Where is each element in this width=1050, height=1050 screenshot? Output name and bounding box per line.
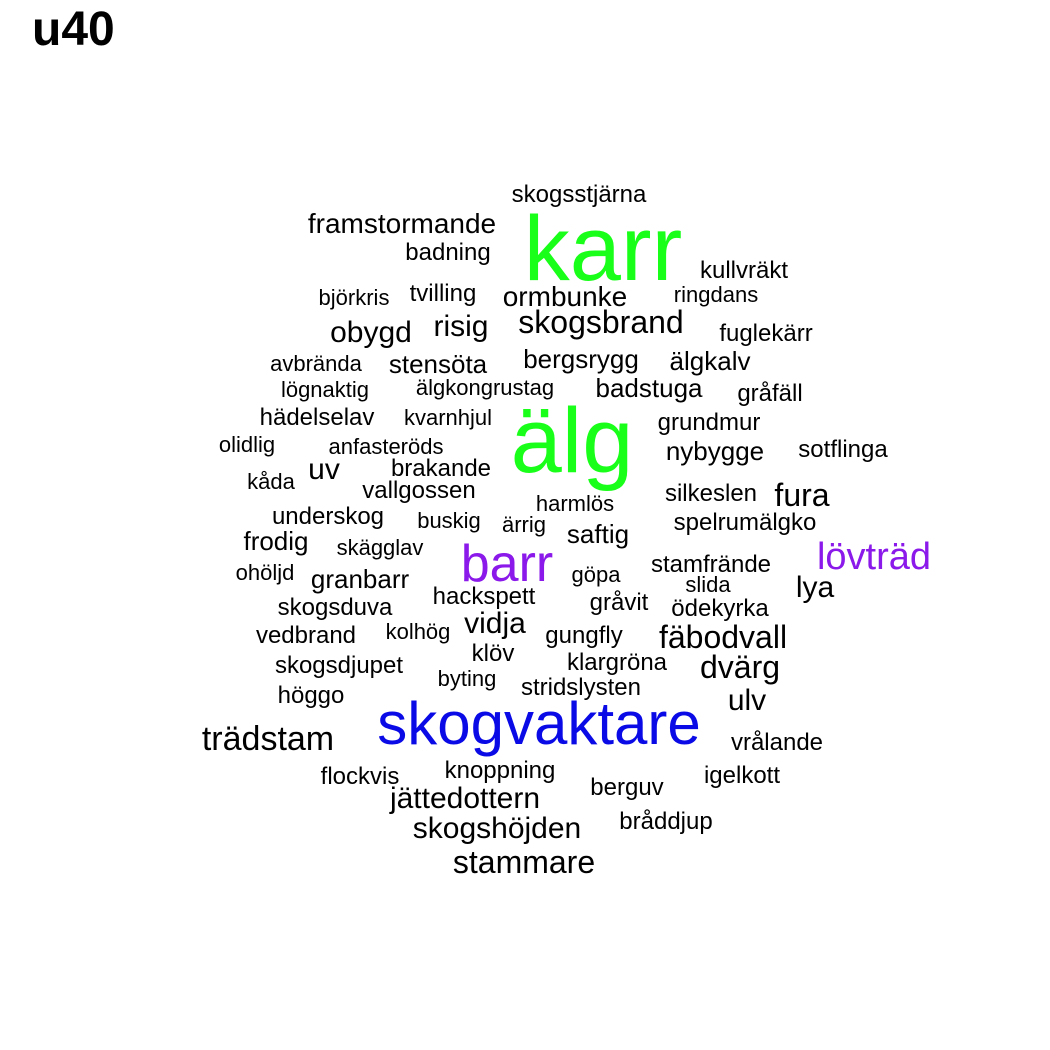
word-barr: barr bbox=[461, 535, 553, 593]
word-björkris: björkris bbox=[319, 285, 390, 310]
word-stammare: stammare bbox=[453, 844, 595, 880]
chart-title: u40 bbox=[32, 3, 115, 56]
word-vedbrand: vedbrand bbox=[256, 622, 356, 649]
word-flockvis: flockvis bbox=[321, 763, 400, 790]
word-harmlös: harmlös bbox=[536, 491, 614, 516]
word-berguv: berguv bbox=[590, 774, 663, 801]
word-ormbunke: ormbunke bbox=[503, 281, 628, 312]
word-stamfrände: stamfrände bbox=[651, 551, 771, 578]
word-vallgossen: vallgossen bbox=[362, 477, 475, 504]
word-fäbodvall: fäbodvall bbox=[659, 619, 787, 655]
word-kolhög: kolhög bbox=[386, 619, 451, 644]
word-gråfäll: gråfäll bbox=[737, 380, 802, 407]
word-skogsduva: skogsduva bbox=[278, 594, 393, 621]
word-stridslysten: stridslysten bbox=[521, 674, 641, 701]
word-saftig: saftig bbox=[567, 519, 629, 549]
word-kullvräkt: kullvräkt bbox=[700, 257, 788, 284]
word-skägglav: skägglav bbox=[337, 535, 424, 560]
word-avbrända: avbrända bbox=[270, 351, 363, 376]
word-kvarnhjul: kvarnhjul bbox=[404, 405, 492, 430]
word-bergsrygg: bergsrygg bbox=[523, 344, 639, 374]
word-gungfly: gungfly bbox=[545, 622, 622, 649]
word-lögnaktig: lögnaktig bbox=[281, 377, 369, 402]
word-silkeslen: silkeslen bbox=[665, 480, 757, 507]
word-olidlig: olidlig bbox=[219, 432, 275, 457]
word-trädstam: trädstam bbox=[202, 720, 334, 758]
word-skogsstjärna: skogsstjärna bbox=[512, 181, 647, 208]
word-badning: badning bbox=[405, 239, 490, 266]
word-badstuga: badstuga bbox=[596, 373, 704, 403]
word-fura: fura bbox=[774, 477, 829, 513]
word-skogvaktare: skogvaktare bbox=[377, 690, 701, 757]
word-nybygge: nybygge bbox=[666, 436, 764, 466]
word-klargröna: klargröna bbox=[567, 649, 668, 676]
word-ulv: ulv bbox=[728, 684, 766, 717]
word-höggo: höggo bbox=[278, 682, 345, 709]
word-klöv: klöv bbox=[472, 640, 515, 667]
word-älg: älg bbox=[511, 390, 634, 492]
word-älgkongrustag: älgkongrustag bbox=[416, 375, 554, 400]
word-karr: karr bbox=[524, 198, 682, 300]
word-byting: byting bbox=[438, 666, 497, 691]
word-jättedottern: jättedottern bbox=[389, 782, 540, 815]
word-göpa: göpa bbox=[572, 562, 622, 587]
word-grundmur: grundmur bbox=[658, 409, 761, 436]
word-vidja: vidja bbox=[464, 607, 526, 640]
word-hädelselav: hädelselav bbox=[260, 404, 375, 431]
word-ärrig: ärrig bbox=[502, 512, 546, 537]
word-knoppning: knoppning bbox=[445, 757, 556, 784]
word-anfasteröds: anfasteröds bbox=[329, 434, 444, 459]
word-brakande: brakande bbox=[391, 455, 491, 482]
word-risig: risig bbox=[433, 310, 488, 343]
word-slida: slida bbox=[685, 572, 731, 597]
word-hackspett: hackspett bbox=[433, 583, 536, 610]
word-buskig: buskig bbox=[417, 508, 481, 533]
word-obygd: obygd bbox=[330, 316, 412, 349]
word-skogsbrand: skogsbrand bbox=[518, 304, 683, 340]
word-skogshöjden: skogshöjden bbox=[413, 812, 581, 845]
word-underskog: underskog bbox=[272, 503, 384, 530]
word-framstormande: framstormande bbox=[308, 208, 496, 239]
word-älgkalv: älgkalv bbox=[670, 346, 751, 376]
word-fuglekärr: fuglekärr bbox=[719, 320, 812, 347]
word-vrålande: vrålande bbox=[731, 729, 823, 756]
word-ödekyrka: ödekyrka bbox=[671, 595, 769, 622]
word-group: karr älg skogvaktare barr lövträd trädstam sta… bbox=[202, 181, 931, 880]
word-stensöta: stensöta bbox=[389, 349, 488, 379]
word-gråvit: gråvit bbox=[590, 589, 649, 616]
word-bråddjup: bråddjup bbox=[619, 808, 712, 835]
word-sotflinga: sotflinga bbox=[798, 436, 888, 463]
word-uv: uv bbox=[308, 453, 340, 486]
word-dvärg: dvärg bbox=[700, 649, 780, 685]
word-lya: lya bbox=[796, 571, 835, 604]
word-spelrumälgko: spelrumälgko bbox=[674, 509, 817, 536]
word-kåda: kåda bbox=[247, 469, 295, 494]
word-skogsdjupet: skogsdjupet bbox=[275, 652, 403, 679]
word-granbarr: granbarr bbox=[311, 564, 410, 594]
word-igelkott: igelkott bbox=[704, 762, 780, 789]
word-tvilling: tvilling bbox=[410, 280, 477, 307]
word-frodig: frodig bbox=[243, 526, 308, 556]
word-ohöljd: ohöljd bbox=[236, 560, 295, 585]
word-ringdans: ringdans bbox=[674, 282, 758, 307]
word-lövträd: lövträd bbox=[817, 536, 931, 578]
